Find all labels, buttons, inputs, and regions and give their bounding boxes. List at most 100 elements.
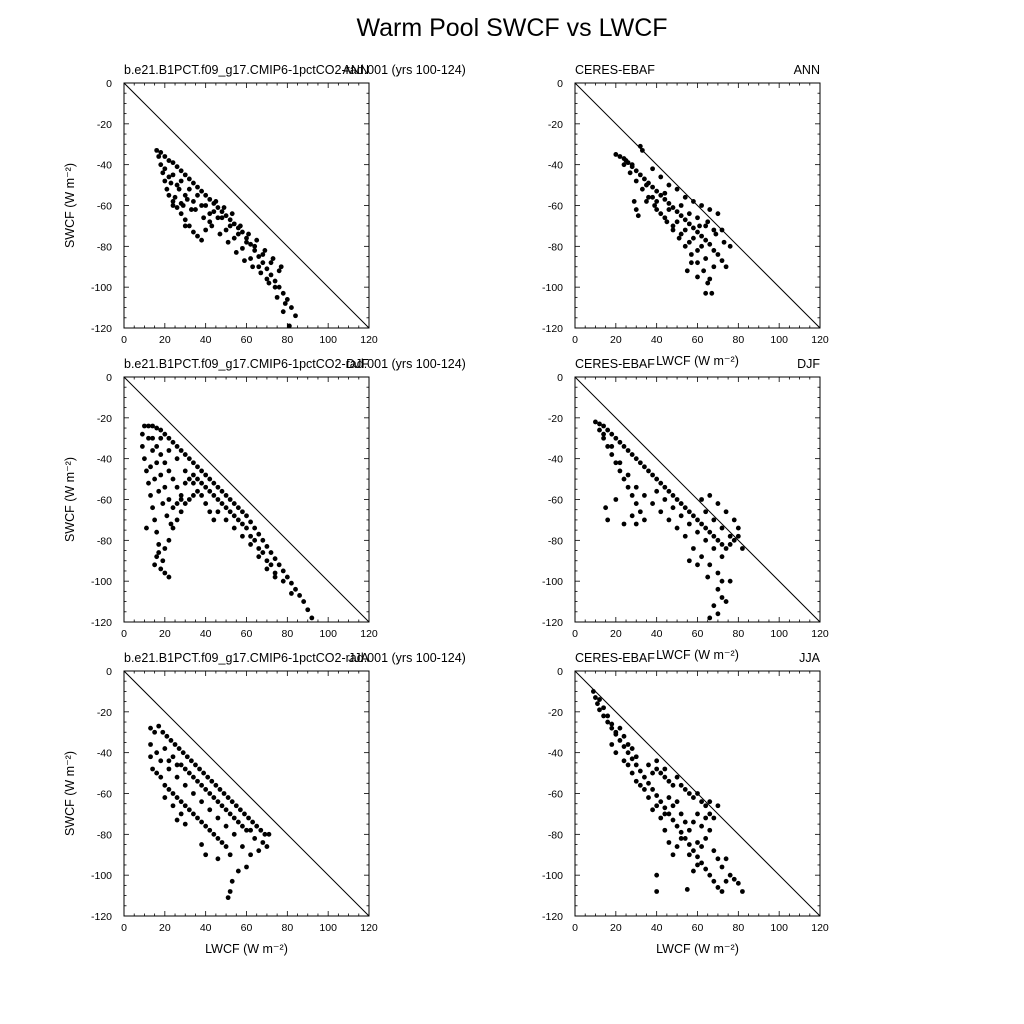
data-point: [219, 209, 225, 215]
data-point: [707, 811, 713, 817]
data-point: [207, 219, 213, 225]
data-point: [191, 791, 196, 796]
data-point: [682, 505, 688, 511]
y-tick-label: -80: [548, 829, 563, 841]
data-point: [240, 229, 245, 235]
data-point: [686, 239, 692, 245]
data-point: [658, 480, 664, 486]
data-point: [223, 227, 229, 233]
data-point: [678, 811, 684, 817]
data-point: [195, 464, 200, 470]
data-point: [139, 431, 145, 437]
data-point: [601, 435, 606, 441]
data-point: [621, 444, 627, 449]
data-point: [682, 227, 688, 233]
data-point: [699, 243, 704, 249]
data-point: [191, 229, 196, 235]
data-point: [642, 517, 647, 523]
data-point: [699, 554, 704, 560]
data-point: [162, 484, 168, 490]
data-point: [670, 852, 676, 858]
data-point: [719, 227, 725, 233]
data-point: [166, 174, 172, 180]
data-point: [682, 819, 688, 825]
data-point: [621, 758, 627, 764]
data-point: [682, 243, 688, 249]
data-point: [707, 615, 713, 621]
data-point: [150, 448, 155, 453]
data-point: [209, 778, 215, 784]
data-point: [597, 421, 602, 427]
x-tick-label: 40: [651, 628, 663, 640]
data-point: [170, 439, 176, 445]
data-point: [252, 243, 258, 249]
data-point: [703, 836, 709, 841]
data-point: [248, 256, 253, 261]
data-point: [637, 172, 643, 178]
x-tick-label: 0: [572, 922, 578, 934]
data-point: [248, 519, 253, 525]
data-point: [191, 180, 196, 186]
data-point: [662, 827, 668, 833]
data-point: [176, 746, 182, 751]
panel-left-label: b.e21.B1PCT.f09_g17.CMIP6-1pctCO2-rad.00…: [124, 357, 466, 371]
data-point: [166, 758, 172, 764]
data-point: [211, 517, 217, 523]
data-point: [727, 872, 733, 878]
data-point: [250, 264, 256, 270]
x-tick-label: 60: [692, 334, 704, 346]
data-point: [244, 235, 249, 241]
data-point: [666, 795, 672, 800]
data-point: [625, 742, 631, 747]
x-tick-label: 80: [732, 628, 744, 640]
data-point: [166, 537, 172, 543]
reference-line: [123, 670, 370, 917]
data-point: [633, 754, 639, 760]
data-point: [650, 501, 655, 506]
data-point: [182, 223, 188, 229]
data-point: [735, 533, 741, 539]
data-point: [695, 862, 700, 868]
y-tick-label: -40: [97, 748, 112, 760]
data-point: [731, 517, 737, 523]
data-point: [182, 468, 188, 474]
data-point: [160, 170, 166, 176]
data-point: [144, 525, 149, 531]
data-point: [625, 762, 631, 768]
data-point: [256, 848, 262, 854]
data-point: [188, 207, 194, 212]
data-point: [658, 211, 664, 217]
data-point: [240, 844, 245, 849]
data-point: [674, 774, 680, 780]
data-point: [293, 313, 298, 319]
data-point: [595, 701, 600, 707]
data-point: [227, 497, 233, 502]
data-point: [199, 842, 204, 847]
data-point: [178, 448, 184, 453]
data-point: [633, 168, 639, 174]
data-point: [280, 309, 286, 315]
data-point: [276, 284, 282, 290]
panel-left-label: b.e21.B1PCT.f09_g17.CMIP6-1pctCO2-rad.00…: [124, 651, 466, 665]
data-point: [223, 823, 229, 829]
data-point: [156, 154, 162, 159]
data-point: [229, 799, 235, 805]
data-point: [670, 803, 676, 809]
data-point: [186, 456, 192, 462]
x-tick-label: 20: [610, 628, 622, 640]
data-point: [719, 864, 725, 870]
data-point: [240, 521, 245, 527]
data-point: [621, 521, 627, 527]
data-point: [182, 452, 188, 457]
data-point: [154, 770, 160, 776]
x-tick-label: 80: [281, 334, 293, 346]
data-point: [164, 733, 170, 739]
data-point: [154, 554, 160, 560]
panel-right-label: ANN: [794, 63, 820, 77]
data-point: [289, 305, 294, 310]
data-point: [633, 501, 639, 506]
data-point: [731, 876, 737, 882]
data-point: [170, 203, 176, 208]
data-point: [707, 207, 713, 212]
data-point: [286, 323, 292, 329]
